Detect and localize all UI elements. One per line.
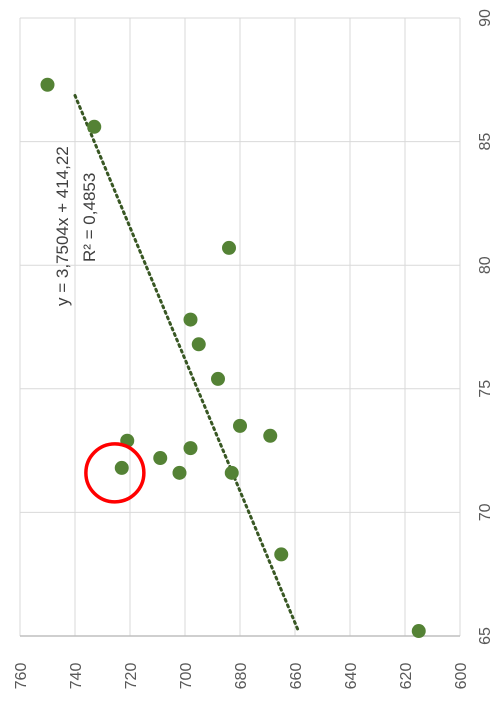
x-axis-tick-labels: 600 620 640 660 680 700 720 740 760	[13, 663, 470, 690]
trendline	[73, 93, 300, 631]
y-tick-label: 90	[477, 9, 492, 27]
trendline-path	[73, 93, 300, 631]
data-point	[274, 547, 289, 562]
y-tick-label: 80	[477, 256, 492, 274]
y-tick-label: 65	[477, 627, 492, 645]
data-point	[114, 460, 129, 475]
data-point	[233, 418, 247, 433]
y-tick-label: 70	[477, 503, 492, 521]
data-point	[183, 312, 198, 327]
data-point	[153, 451, 168, 466]
data-point	[222, 240, 236, 255]
data-point	[411, 624, 426, 639]
data-points	[40, 77, 426, 639]
data-point	[183, 441, 198, 456]
x-tick-label: 740	[68, 663, 85, 690]
data-point	[191, 337, 206, 352]
x-tick-label: 640	[343, 663, 360, 690]
data-point	[40, 77, 55, 92]
data-point	[211, 371, 225, 386]
x-tick-label: 720	[123, 663, 140, 690]
trendline-equation: y = 3,7504x + 414,22	[53, 146, 72, 306]
x-tick-label: 600	[453, 663, 470, 690]
y-tick-label: 85	[477, 133, 492, 151]
x-tick-label: 680	[233, 663, 250, 690]
x-tick-label: 700	[178, 663, 195, 690]
x-tick-label: 660	[288, 663, 305, 690]
x-tick-label: 620	[398, 663, 415, 690]
data-point	[224, 465, 239, 480]
highlight-circle	[84, 442, 146, 504]
highlight-ring	[84, 442, 146, 504]
data-point	[263, 428, 278, 443]
data-point	[172, 465, 187, 480]
gridlines	[19, 17, 461, 637]
data-point	[87, 119, 102, 134]
y-tick-label: 75	[477, 380, 492, 398]
x-tick-label: 760	[13, 663, 30, 690]
trendline-r-squared: R² = 0,4853	[80, 173, 99, 262]
y-axis-tick-labels: 65 70 75 80 85 90	[477, 9, 492, 645]
